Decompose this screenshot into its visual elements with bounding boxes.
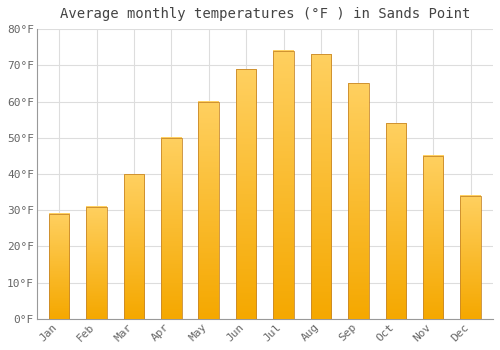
Bar [348,83,368,319]
Bar [198,102,219,319]
Bar [274,51,294,319]
Bar [423,156,444,319]
Bar [49,214,70,319]
Bar [86,206,107,319]
Bar [386,123,406,319]
Bar [124,174,144,319]
Bar [161,138,182,319]
Title: Average monthly temperatures (°F ) in Sands Point: Average monthly temperatures (°F ) in Sa… [60,7,470,21]
Bar [460,196,481,319]
Bar [310,54,332,319]
Bar [236,69,256,319]
